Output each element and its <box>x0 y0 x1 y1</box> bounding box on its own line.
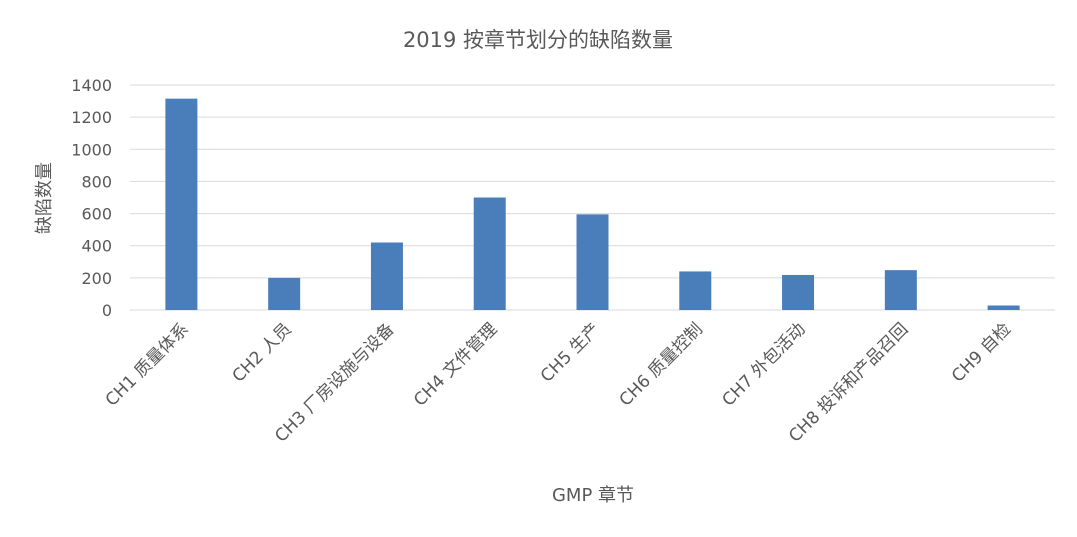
bar-9 <box>987 305 1020 310</box>
x-axis-label: GMP 章节 <box>552 485 634 506</box>
y-tick-label: 200 <box>81 269 112 288</box>
y-axis-ticks: 0 200 400 600 800 1000 1200 1400 <box>71 76 112 320</box>
bar-1 <box>165 98 198 311</box>
x-tick-label: CH4 文件管理 <box>410 319 501 410</box>
bars <box>165 98 1020 311</box>
bar-8 <box>884 270 917 310</box>
y-tick-label: 0 <box>102 301 112 320</box>
x-tick-label: CH9 自检 <box>948 319 1015 386</box>
y-tick-label: 400 <box>81 237 112 256</box>
x-tick-label: CH2 人员 <box>229 319 296 386</box>
y-tick-label: 1400 <box>71 76 112 95</box>
bar-4 <box>473 197 506 310</box>
y-tick-label: 800 <box>81 172 112 191</box>
bar-5 <box>576 214 609 310</box>
y-tick-label: 600 <box>81 205 112 224</box>
y-tick-label: 1000 <box>71 140 112 159</box>
x-tick-label: CH7 外包活动 <box>718 319 809 410</box>
y-tick-label: 1200 <box>71 108 112 127</box>
bar-2 <box>268 277 301 310</box>
y-axis-label: 缺陷数量 <box>34 162 55 234</box>
bar-6 <box>679 271 712 310</box>
x-tick-label: CH6 质量控制 <box>616 319 707 410</box>
chart-title: 2019 按章节划分的缺陷数量 <box>403 28 673 52</box>
bar-3 <box>370 242 403 310</box>
x-tick-label: CH5 生产 <box>537 319 604 386</box>
bar-7 <box>782 274 815 310</box>
x-tick-label: CH1 质量体系 <box>102 319 193 410</box>
